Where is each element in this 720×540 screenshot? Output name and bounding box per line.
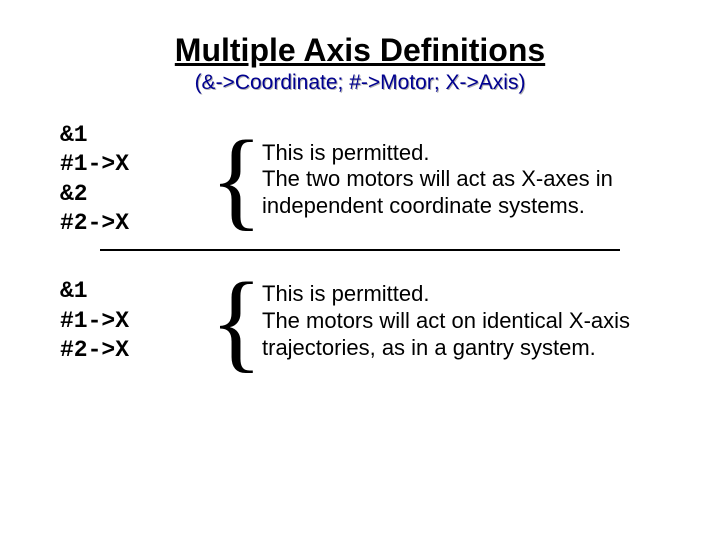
slide-container: Multiple Axis Definitions (&->Coordinate…	[0, 0, 720, 540]
divider-line	[100, 249, 620, 251]
example-2: &1 #1->X #2->X { This is permitted.The m…	[40, 275, 680, 369]
example-1-code: &1 #1->X &2 #2->X	[40, 121, 210, 239]
example-1-desc: This is permitted.The two motors will ac…	[256, 140, 680, 220]
example-1: &1 #1->X &2 #2->X { This is permitted.Th…	[40, 121, 680, 239]
brace-icon: {	[210, 275, 256, 369]
page-subtitle: (&->Coordinate; #->Motor; X->Axis)	[40, 71, 680, 95]
page-title: Multiple Axis Definitions	[40, 32, 680, 69]
brace-icon: {	[210, 133, 256, 227]
example-2-desc: This is permitted.The motors will act on…	[256, 281, 680, 361]
example-2-code: &1 #1->X #2->X	[40, 277, 210, 365]
